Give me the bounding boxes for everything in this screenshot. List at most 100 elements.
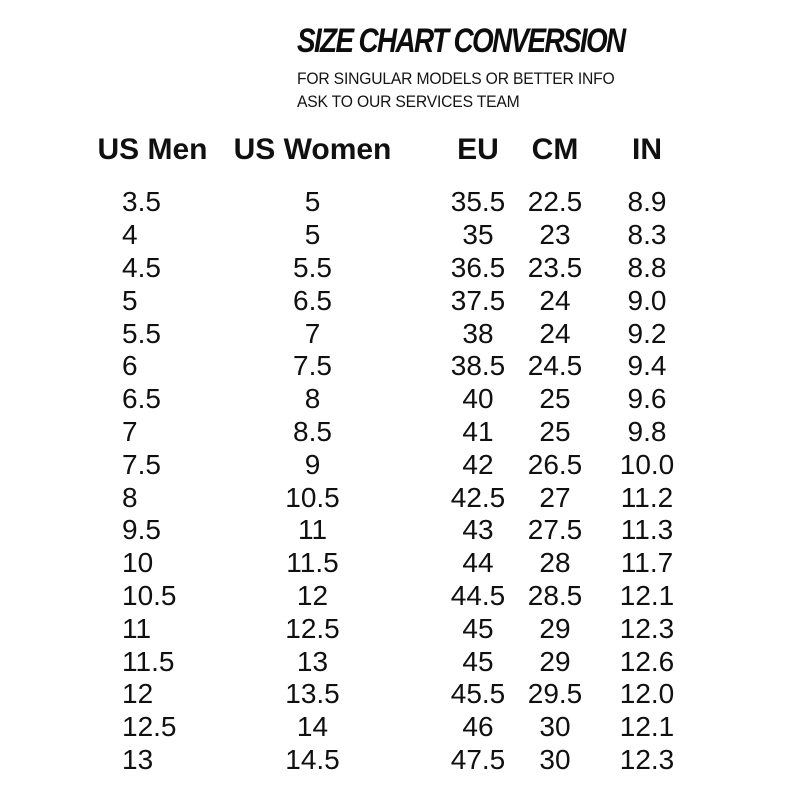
table-cell: 28 [539,547,571,579]
table-cell: 24.5 [527,350,583,382]
table-cell: 38.5 [450,350,506,382]
table-cell: 8 [304,383,321,415]
table-cell: 36.5 [450,251,506,283]
table-header-row: US Men US Women EU CM IN [90,133,736,167]
table-cell: 5 [122,284,138,316]
table-cell: 30 [539,711,571,743]
table-cell: 8 [122,481,138,513]
table-cell: 9.6 [627,383,667,415]
table-cell: 7.5 [293,350,332,382]
table-cell: 43 [462,514,494,546]
table-cell: 23 [539,219,571,251]
table-cell: 45 [462,645,494,677]
table-cell: 9.5 [122,514,161,546]
table-row: 13 14.5 47.5 30 12.3 [90,744,736,777]
table-cell: 8.5 [293,415,332,447]
table-cell: 29 [539,612,571,644]
chart-header: SIZE CHART CONVERSION FOR SINGULAR MODEL… [297,22,777,114]
table-cell: 9 [304,448,321,480]
table-row: 12.5 14 46 30 12.1 [90,711,736,744]
table-cell: 45.5 [450,678,506,710]
table-cell: 35 [462,219,494,251]
table-cell: 6.5 [122,383,161,415]
table-cell: 23.5 [527,251,583,283]
table-row: 11.5 13 45 29 12.6 [90,645,736,678]
table-cell: 11.3 [620,514,674,546]
table-cell: 6.5 [293,284,332,316]
table-cell: 46 [462,711,494,743]
table-row: 5 6.5 37.5 24 9.0 [90,284,736,317]
table-cell: 5 [304,186,321,218]
table-cell: 14 [296,711,329,743]
table-cell: 12.3 [619,612,675,644]
table-cell: 12.6 [619,645,675,677]
table-cell: 5 [304,219,321,251]
table-row: 12 13.5 45.5 29.5 12.0 [90,678,736,711]
table-cell: 11 [297,514,328,546]
table-cell: 27.5 [527,514,583,546]
table-cell: 11.5 [286,547,339,579]
size-conversion-table: US Men US Women EU CM IN 3.5 5 35.5 22.5 8.9 4 5 35… [90,133,736,776]
table-cell: 10.5 [122,579,177,611]
table-cell: 41 [462,415,494,447]
table-cell: 26.5 [527,448,583,480]
table-cell: 8.9 [627,186,667,218]
table-cell: 4.5 [122,251,161,283]
table-cell: 7 [304,317,321,349]
table-cell: 11.7 [620,547,674,579]
table-cell: 38 [462,317,494,349]
table-cell: 11 [122,612,152,644]
table-cell: 4 [122,219,138,251]
table-cell: 12.5 [285,612,340,644]
table-cell: 8.3 [627,219,667,251]
table-cell: 13.5 [285,678,340,710]
column-header-cm: CM [531,133,579,166]
table-body: 3.5 5 35.5 22.5 8.9 4 5 35 23 8.3 4.5 5.5 36.5 23.5 8.… [90,186,736,776]
column-header-us-women: US Women [233,133,392,166]
table-row: 5.5 7 38 24 9.2 [90,317,736,350]
table-row: 6 7.5 38.5 24.5 9.4 [90,350,736,383]
page-subtitle: FOR SINGULAR MODELS OR BETTER INFO ASK T… [297,68,753,114]
table-cell: 7 [122,415,138,447]
table-cell: 29.5 [527,678,583,710]
table-cell: 29 [539,645,571,677]
table-cell: 45 [462,612,494,644]
table-cell: 13 [122,743,154,775]
table-row: 3.5 5 35.5 22.5 8.9 [90,186,736,219]
table-cell: 12.3 [619,743,675,775]
table-cell: 14.5 [285,743,340,775]
table-cell: 30 [539,743,571,775]
table-cell: 12 [296,579,329,611]
table-cell: 40 [462,383,494,415]
column-header-us-men: US Men [97,133,208,166]
table-row: 7 8.5 41 25 9.8 [90,416,736,449]
table-cell: 9.2 [627,317,667,349]
column-header-eu: EU [457,133,499,166]
table-cell: 28.5 [527,579,583,611]
table-row: 11 12.5 45 29 12.3 [90,612,736,645]
table-cell: 13 [296,645,329,677]
table-row: 4 5 35 23 8.3 [90,219,736,252]
table-cell: 11.5 [122,645,175,677]
table-cell: 12.1 [619,579,675,611]
table-cell: 35.5 [450,186,506,218]
table-cell: 5.5 [293,251,332,283]
table-cell: 44.5 [450,579,506,611]
table-cell: 27 [539,481,571,513]
table-cell: 3.5 [122,186,161,218]
column-header-in: IN [632,133,662,166]
table-cell: 44 [462,547,494,579]
table-cell: 9.0 [627,284,667,316]
table-cell: 10.0 [619,448,675,480]
table-row: 4.5 5.5 36.5 23.5 8.8 [90,252,736,285]
table-cell: 8.8 [627,251,667,283]
table-row: 8 10.5 42.5 27 11.2 [90,481,736,514]
table-cell: 42 [462,448,494,480]
table-cell: 12.1 [619,711,675,743]
table-row: 10.5 12 44.5 28.5 12.1 [90,580,736,613]
table-cell: 12.0 [619,678,675,710]
table-row: 7.5 9 42 26.5 10.0 [90,448,736,481]
table-row: 9.5 11 43 27.5 11.3 [90,514,736,547]
table-cell: 22.5 [527,186,583,218]
table-cell: 6 [122,350,138,382]
